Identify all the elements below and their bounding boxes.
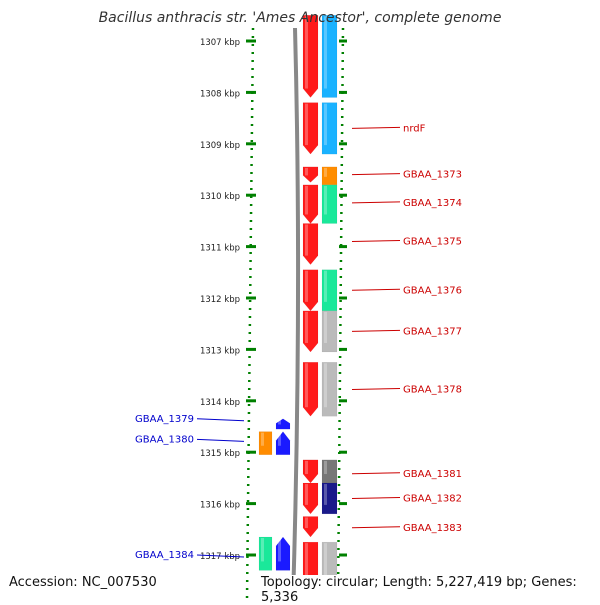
gene-arrow-red [302, 15, 319, 98]
gene-highlight [305, 103, 308, 146]
gene-highlight [324, 16, 327, 89]
ruler-tick-label: 1316 kbp [200, 501, 240, 511]
gene-arrow-red [302, 362, 319, 417]
gene-class-block-cyan [321, 102, 338, 155]
gene-arrow-red [302, 482, 319, 515]
gene-highlight [305, 517, 308, 529]
gene-label: GBAA_1377 [403, 326, 462, 337]
gene-highlight [278, 432, 281, 446]
ruler-tick-label: 1313 kbp [200, 346, 240, 356]
gene-label-leader [351, 329, 401, 332]
gene-class-block-gray [321, 310, 338, 353]
gene-class-block-gray [321, 362, 338, 417]
gene-class-block-navy [321, 482, 338, 515]
gene-arrow-red [302, 459, 319, 484]
gene-highlight [305, 167, 308, 176]
gene-arrow-red [302, 269, 319, 312]
accession-text: Accession: NC_007530 [9, 575, 157, 590]
gene-highlight [261, 432, 264, 446]
gene-label: GBAA_1375 [403, 236, 462, 247]
gene-label-leader [351, 496, 401, 499]
gene-highlight [305, 224, 308, 256]
gene-label-leader [351, 472, 401, 475]
gene-label: GBAA_1379 [135, 414, 194, 425]
gene-highlight [324, 103, 327, 146]
gene-arrow-red [302, 516, 319, 538]
gene-arrow-blue [275, 536, 291, 571]
gene-highlight [324, 543, 327, 598]
ruler-tick-label: 1317 kbp [200, 552, 240, 562]
gene-arrow-red [302, 102, 319, 155]
gene-highlight [324, 311, 327, 343]
gene-label: GBAA_1384 [135, 550, 194, 561]
gene-highlight [305, 484, 308, 505]
gene-label-leader [351, 201, 401, 204]
gene-highlight [305, 270, 308, 302]
ruler-tick-label: 1307 kbp [200, 38, 240, 48]
left-dotted-guide [245, 27, 255, 601]
gene-arrow-red [302, 184, 319, 224]
gene-label: GBAA_1376 [403, 285, 462, 296]
gene-arrow-blue [275, 418, 291, 430]
gene-highlight [324, 363, 327, 408]
gene-highlight [305, 185, 308, 215]
gene-highlight [324, 185, 327, 215]
gene-label-leader [196, 418, 245, 422]
gene-label: GBAA_1373 [403, 170, 462, 181]
gene-label-leader [351, 526, 401, 529]
gene-highlight [305, 460, 308, 475]
ruler-tick-label: 1310 kbp [200, 192, 240, 202]
gene-label: GBAA_1381 [403, 469, 462, 480]
gene-highlight [261, 538, 264, 562]
gene-highlight [305, 543, 308, 598]
gene-label: GBAA_1380 [135, 434, 194, 445]
gene-label-leader [351, 387, 401, 390]
gene-arrow-red [302, 223, 319, 265]
right-dotted-guide [336, 27, 345, 601]
gene-highlight [278, 419, 281, 425]
gene-label-leader [351, 173, 401, 176]
gene-label: GBAA_1382 [403, 493, 462, 504]
gene-highlight [305, 311, 308, 343]
gene-highlight [305, 363, 308, 408]
gene-arrow-blue [275, 431, 291, 456]
ruler-tick-label: 1312 kbp [200, 295, 240, 305]
gene-highlight [324, 270, 327, 302]
gene-highlight [324, 167, 327, 177]
ruler-tick-label: 1311 kbp [200, 244, 240, 254]
map-title: Bacillus anthracis str. 'Ames Ancestor',… [98, 10, 502, 26]
topology-summary: Topology: circular; Length: 5,227,419 bp… [261, 575, 600, 605]
ruler-tick-label: 1315 kbp [200, 449, 240, 459]
gene-label: GBAA_1374 [403, 198, 462, 209]
ruler-tick-label: 1309 kbp [200, 141, 240, 151]
gene-label: GBAA_1383 [403, 523, 462, 534]
gene-label-leader [196, 554, 245, 558]
gene-arrow-red [302, 166, 319, 183]
gene-class-block-green [258, 536, 273, 571]
ruler-tick-label: 1314 kbp [200, 398, 240, 408]
gene-highlight [324, 460, 327, 475]
gene-highlight [278, 538, 281, 562]
gene-class-block-green [321, 184, 338, 224]
gene-label-leader [196, 438, 245, 442]
gene-label-leader [351, 288, 401, 291]
gene-highlight [305, 16, 308, 89]
gene-highlight [324, 484, 327, 505]
gene-class-block-cyan [321, 15, 338, 98]
ruler-tick-label: 1308 kbp [200, 89, 240, 99]
gene-label-leader [351, 239, 401, 242]
backbone-line [291, 27, 301, 601]
gene-class-block-orange [258, 431, 273, 456]
gene-label: GBAA_1378 [403, 384, 462, 395]
gene-label-leader [351, 126, 401, 129]
gene-arrow-red [302, 310, 319, 353]
gene-label: nrdF [403, 123, 426, 134]
